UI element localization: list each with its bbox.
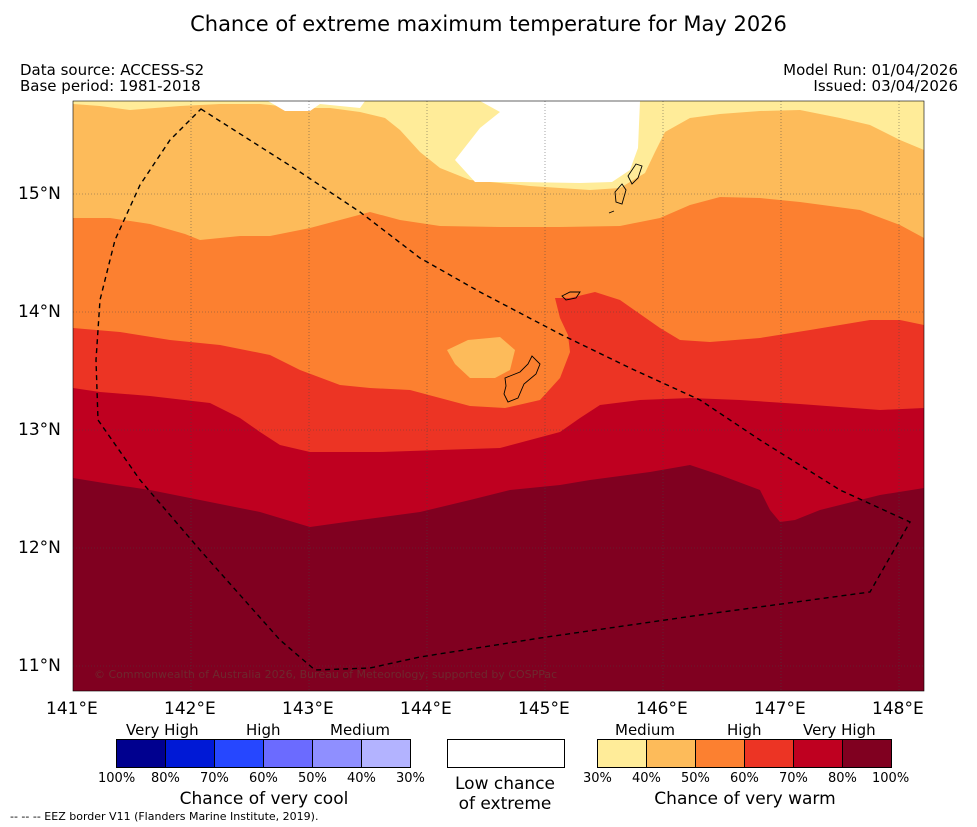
warm-swatch-2 bbox=[646, 739, 696, 768]
low-chance-region bbox=[455, 101, 640, 183]
lon-label-145e: 145°E bbox=[518, 699, 570, 719]
cool-caption: Chance of very cool bbox=[179, 789, 349, 809]
warm-swatch-1 bbox=[597, 739, 647, 768]
islands bbox=[503, 163, 643, 403]
cool-tick-50: 50% bbox=[298, 771, 327, 786]
low-chance-caption-line1: Low chance bbox=[455, 774, 555, 794]
warm-swatch-6 bbox=[842, 739, 892, 768]
cool-tick-100: 100% bbox=[98, 771, 136, 786]
cool-header-very-high: Very High bbox=[126, 721, 199, 739]
island-saipan bbox=[627, 163, 643, 185]
probability-fill bbox=[73, 101, 924, 691]
model-run-label: Model Run: 01/04/2026 bbox=[783, 61, 958, 79]
eez-border bbox=[95, 108, 911, 671]
warm-tick-100: 100% bbox=[872, 771, 910, 786]
warm-caption: Chance of very warm bbox=[654, 789, 836, 809]
data-source-label: Data source: ACCESS-S2 bbox=[20, 61, 205, 79]
map-frame bbox=[72, 100, 925, 692]
warm-tick-80: 80% bbox=[828, 771, 857, 786]
cool-tick-80: 80% bbox=[151, 771, 180, 786]
lat-label-13n: 13°N bbox=[18, 420, 61, 440]
cool-tick-60: 60% bbox=[249, 771, 278, 786]
warm-tick-70: 70% bbox=[779, 771, 808, 786]
lat-label-15n: 15°N bbox=[18, 184, 61, 204]
cool-swatch-3 bbox=[214, 739, 264, 768]
warm-header-medium: Medium bbox=[615, 721, 675, 739]
lon-label-146e: 146°E bbox=[636, 699, 688, 719]
low-chance-swatch bbox=[447, 739, 565, 768]
warm-swatch-4 bbox=[744, 739, 794, 768]
lon-label-142e: 142°E bbox=[164, 699, 216, 719]
cool-header-high: High bbox=[246, 721, 281, 739]
cool-tick-40: 40% bbox=[347, 771, 376, 786]
lat-label-11n: 11°N bbox=[18, 656, 61, 676]
low-chance-top-left bbox=[268, 101, 365, 111]
lon-label-143e: 143°E bbox=[282, 699, 334, 719]
warm-swatch-3 bbox=[695, 739, 745, 768]
copyright-notice: © Commonwealth of Australia 2026, Bureau… bbox=[94, 668, 558, 681]
base-period-label: Base period: 1981-2018 bbox=[20, 77, 201, 95]
island-rota bbox=[561, 291, 581, 301]
band-40-50-pocket bbox=[447, 337, 515, 378]
cool-swatch-1 bbox=[116, 739, 166, 768]
warm-header-very-high: Very High bbox=[803, 721, 876, 739]
cool-swatch-4 bbox=[263, 739, 313, 768]
warm-tick-40: 40% bbox=[632, 771, 661, 786]
lon-label-144e: 144°E bbox=[400, 699, 452, 719]
island-aguijan bbox=[608, 210, 615, 214]
warm-tick-30: 30% bbox=[583, 771, 612, 786]
warm-swatch-5 bbox=[793, 739, 843, 768]
lat-label-12n: 12°N bbox=[18, 538, 61, 558]
eez-footnote: -- -- -- EEZ border V11 (Flanders Marine… bbox=[10, 810, 319, 823]
cool-tick-30: 30% bbox=[396, 771, 425, 786]
cool-header-medium: Medium bbox=[330, 721, 390, 739]
lon-label-141e: 141°E bbox=[46, 699, 98, 719]
warm-tick-50: 50% bbox=[681, 771, 710, 786]
warm-header-high: High bbox=[727, 721, 762, 739]
lon-label-148e: 148°E bbox=[872, 699, 924, 719]
page-title: Chance of extreme maximum temperature fo… bbox=[190, 12, 787, 36]
low-chance-caption-line2: of extreme bbox=[458, 794, 552, 814]
graticule bbox=[73, 101, 924, 691]
cool-swatch-2 bbox=[165, 739, 215, 768]
island-tinian bbox=[614, 183, 627, 205]
cool-swatch-6 bbox=[361, 739, 411, 768]
warm-tick-60: 60% bbox=[730, 771, 759, 786]
cool-tick-70: 70% bbox=[200, 771, 229, 786]
cool-colorbar bbox=[116, 739, 411, 768]
warm-colorbar bbox=[597, 739, 892, 768]
issued-label: Issued: 03/04/2026 bbox=[813, 77, 958, 95]
lon-label-147e: 147°E bbox=[754, 699, 806, 719]
cool-swatch-5 bbox=[312, 739, 362, 768]
island-guam bbox=[503, 355, 541, 403]
lat-label-14n: 14°N bbox=[18, 302, 61, 322]
